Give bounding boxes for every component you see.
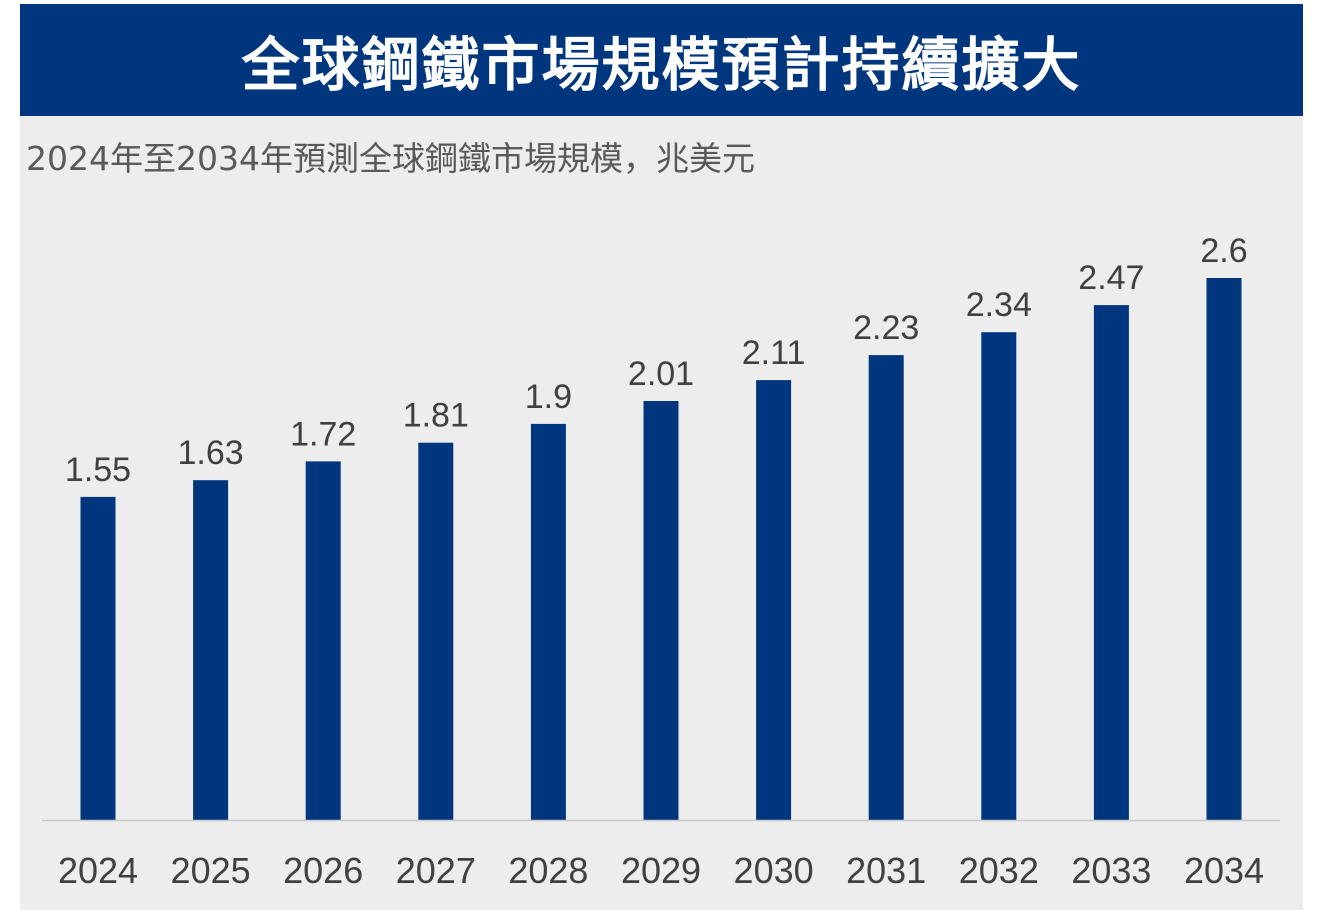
x-tick-label-2025: 2025 xyxy=(171,850,251,891)
bar-2024 xyxy=(80,496,116,820)
x-tick-label-2026: 2026 xyxy=(283,850,363,891)
bar-2029 xyxy=(643,401,679,820)
tick-labels-layer: 2024 2025 2026 2027 2028 2029 2030 2031 2032 2033… xyxy=(58,850,1264,891)
bar-2032 xyxy=(981,332,1017,820)
data-label-2025: 1.63 xyxy=(178,434,244,472)
x-tick-label-2027: 2027 xyxy=(396,850,476,891)
x-tick-label-2029: 2029 xyxy=(621,850,701,891)
x-tick-label-2034: 2034 xyxy=(1184,850,1264,891)
chart-subtitle: 2024年至2034年預測全球鋼鐵市場規模，兆美元 xyxy=(26,139,755,178)
bar-2033 xyxy=(1093,305,1129,821)
x-tick-label-2032: 2032 xyxy=(959,850,1039,891)
value-labels-layer: 1.55 1.63 1.72 1.81 1.9 2.01 2.11 2.23 2.34 2.47 2… xyxy=(65,232,1248,489)
bar-2027 xyxy=(418,442,454,820)
bar-2026 xyxy=(305,461,341,820)
data-label-2028: 1.9 xyxy=(525,378,572,416)
bar-2025 xyxy=(193,480,229,820)
data-label-2031: 2.23 xyxy=(853,309,919,347)
x-tick-label-2024: 2024 xyxy=(58,850,138,891)
data-label-2032: 2.34 xyxy=(966,286,1032,324)
bar-2028 xyxy=(530,423,566,820)
data-label-2033: 2.47 xyxy=(1078,259,1144,297)
title-banner: 全球鋼鐵市場規模預計持續擴大 xyxy=(20,4,1303,116)
data-label-2026: 1.72 xyxy=(290,415,356,453)
data-label-2024: 1.55 xyxy=(65,451,131,489)
data-label-2034: 2.6 xyxy=(1200,232,1247,270)
x-tick-label-2028: 2028 xyxy=(508,850,588,891)
bars-layer xyxy=(80,278,1242,821)
data-label-2030: 2.11 xyxy=(742,334,806,372)
bar-2031 xyxy=(868,355,904,820)
bar-2030 xyxy=(756,380,792,820)
data-label-2029: 2.01 xyxy=(628,355,694,393)
bar-2034 xyxy=(1206,278,1242,820)
x-tick-label-2030: 2030 xyxy=(734,850,814,891)
x-tick-label-2031: 2031 xyxy=(846,850,926,891)
data-label-2027: 1.81 xyxy=(403,397,469,435)
page-title: 全球鋼鐵市場規模預計持續擴大 xyxy=(241,31,1082,99)
x-tick-label-2033: 2033 xyxy=(1071,850,1151,891)
